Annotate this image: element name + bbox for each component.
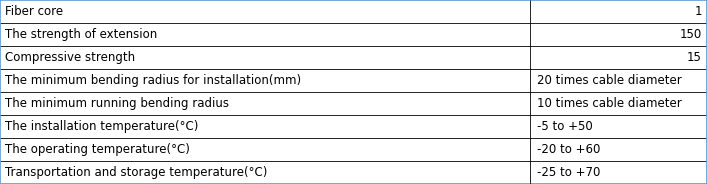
Bar [530, 138, 707, 161]
Text: -25 to +70: -25 to +70 [537, 166, 600, 179]
Bar [530, 92, 707, 115]
Bar [530, 161, 707, 184]
Text: -20 to +60: -20 to +60 [537, 143, 600, 156]
Bar [530, 23, 707, 46]
Bar [530, 46, 707, 69]
Text: 10 times cable diameter: 10 times cable diameter [537, 97, 682, 110]
Text: The minimum running bending radius: The minimum running bending radius [5, 97, 229, 110]
Text: 150: 150 [679, 28, 702, 41]
Bar [0, 46, 530, 69]
Text: -5 to +50: -5 to +50 [537, 120, 592, 133]
Bar [530, 0, 707, 23]
Text: The minimum bending radius for installation(mm): The minimum bending radius for installat… [5, 74, 301, 87]
Bar [0, 138, 530, 161]
Bar [0, 23, 530, 46]
Bar [0, 161, 530, 184]
Bar [0, 0, 530, 23]
Text: 20 times cable diameter: 20 times cable diameter [537, 74, 682, 87]
Bar [530, 69, 707, 92]
Bar [0, 115, 530, 138]
Bar [530, 115, 707, 138]
Text: The operating temperature(°C): The operating temperature(°C) [5, 143, 190, 156]
Bar [0, 69, 530, 92]
Text: The strength of extension: The strength of extension [5, 28, 157, 41]
Text: Compressive strength: Compressive strength [5, 51, 135, 64]
Text: Fiber core: Fiber core [5, 5, 63, 18]
Text: 1: 1 [694, 5, 702, 18]
Text: Transportation and storage temperature(°C): Transportation and storage temperature(°… [5, 166, 267, 179]
Bar [0, 92, 530, 115]
Text: 15: 15 [687, 51, 702, 64]
Text: The installation temperature(°C): The installation temperature(°C) [5, 120, 199, 133]
